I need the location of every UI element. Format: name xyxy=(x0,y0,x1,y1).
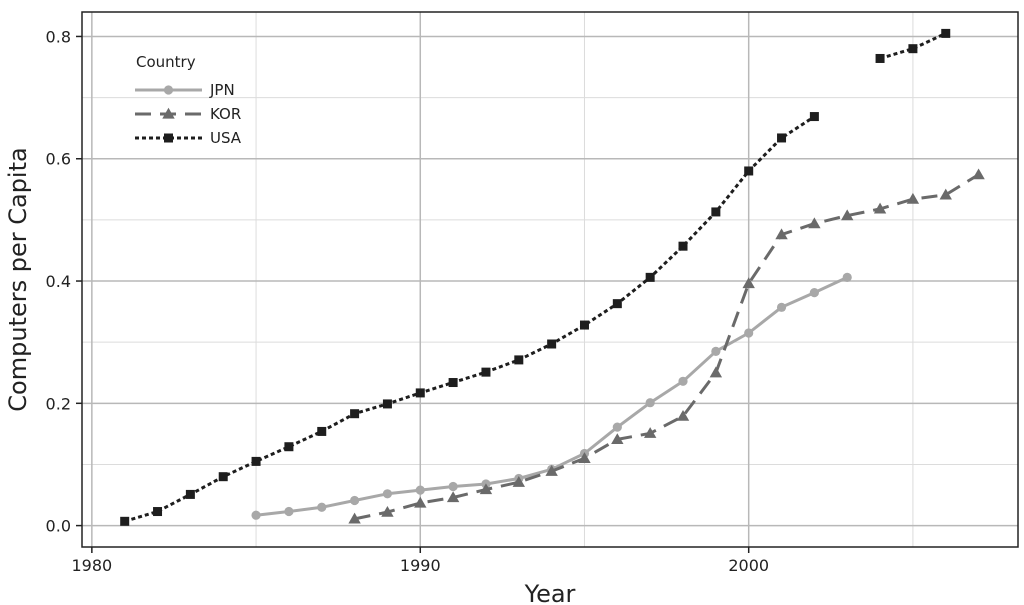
data-point-kor xyxy=(742,277,755,289)
data-point-usa xyxy=(284,442,294,452)
axes: 1980 1990 2000 0.0 0.2 0.4 0.6 0.8 xyxy=(46,27,770,575)
data-point-kor xyxy=(873,202,887,214)
y-tick-label: 0.8 xyxy=(46,27,71,46)
data-point-kor xyxy=(972,168,985,180)
data-point-kor xyxy=(578,452,591,463)
data-point-kor xyxy=(414,496,427,508)
data-point-usa xyxy=(218,472,228,482)
data-point-usa xyxy=(415,388,425,398)
data-point-jpn xyxy=(678,376,688,386)
legend-marker-usa xyxy=(164,133,173,143)
data-point-usa xyxy=(120,516,130,526)
legend-item-jpn: JPN xyxy=(135,81,235,99)
data-point-jpn xyxy=(415,485,425,495)
y-tick-label: 0.0 xyxy=(46,517,71,536)
series-line-jpn xyxy=(255,276,848,517)
legend-item-usa: USA xyxy=(135,129,242,147)
data-point-usa xyxy=(448,378,458,388)
legend-label-kor: KOR xyxy=(210,105,241,123)
legend-label-usa: USA xyxy=(210,129,242,147)
data-point-kor xyxy=(709,366,723,378)
data-point-kor xyxy=(906,192,920,204)
data-point-jpn xyxy=(317,502,327,512)
data-point-jpn xyxy=(711,346,721,356)
data-point-usa xyxy=(317,426,327,436)
data-point-usa xyxy=(809,112,819,122)
x-tick-label: 1980 xyxy=(71,556,112,575)
legend: Country JPN KOR USA xyxy=(135,53,242,147)
data-point-jpn xyxy=(776,302,787,312)
data-point-jpn xyxy=(612,422,622,432)
series-line-kor xyxy=(354,173,980,521)
legend-marker-jpn xyxy=(163,85,174,95)
data-point-usa xyxy=(744,166,754,176)
data-point-usa xyxy=(777,133,787,143)
data-point-kor xyxy=(939,188,952,200)
data-point-usa xyxy=(875,53,885,63)
data-point-jpn xyxy=(284,506,294,517)
legend-label-jpn: JPN xyxy=(209,81,235,99)
data-point-usa xyxy=(185,489,195,499)
data-point-kor xyxy=(479,483,493,495)
series-line-usa xyxy=(124,115,816,523)
data-point-kor xyxy=(446,491,460,503)
data-point-usa xyxy=(645,272,655,282)
series-line-usa xyxy=(879,32,947,60)
data-point-jpn xyxy=(809,288,819,298)
legend-title: Country xyxy=(136,53,196,71)
data-point-kor xyxy=(512,475,525,487)
series-jpn xyxy=(251,272,852,520)
data-point-usa xyxy=(579,320,589,330)
series-kor xyxy=(348,168,985,524)
data-point-jpn xyxy=(448,481,458,492)
data-point-usa xyxy=(678,241,688,251)
data-point-jpn xyxy=(251,510,261,520)
data-point-jpn xyxy=(349,495,360,506)
data-point-jpn xyxy=(645,398,655,408)
y-tick-label: 0.4 xyxy=(46,272,71,291)
data-point-kor xyxy=(775,228,788,240)
x-tick-label: 2000 xyxy=(728,556,769,575)
data-point-kor xyxy=(348,512,361,524)
y-tick-label: 0.6 xyxy=(46,150,71,169)
data-point-usa xyxy=(481,367,491,377)
data-point-usa xyxy=(382,399,392,409)
y-axis-title: Computers per Capita xyxy=(4,147,32,411)
x-axis-title: Year xyxy=(524,580,576,605)
data-point-usa xyxy=(547,339,557,349)
data-point-usa xyxy=(514,355,524,365)
data-point-kor xyxy=(545,464,558,476)
data-point-jpn xyxy=(744,328,754,338)
data-point-usa xyxy=(251,456,261,466)
data-point-usa xyxy=(711,207,721,217)
legend-item-kor: KOR xyxy=(135,105,241,123)
data-point-usa xyxy=(908,44,918,54)
data-point-usa xyxy=(350,409,360,419)
data-point-kor xyxy=(808,217,821,229)
x-tick-label: 1990 xyxy=(400,556,441,575)
data-point-kor xyxy=(611,433,624,445)
data-point-kor xyxy=(643,427,657,438)
data-point-usa xyxy=(941,28,951,38)
series-usa xyxy=(120,28,951,526)
legend-marker-kor xyxy=(162,107,175,119)
data-point-kor xyxy=(676,409,690,421)
data-point-usa xyxy=(153,507,163,517)
data-point-jpn xyxy=(842,272,852,282)
series-layer xyxy=(120,28,985,526)
data-point-kor xyxy=(381,505,394,517)
data-point-usa xyxy=(612,299,622,309)
y-tick-label: 0.2 xyxy=(46,394,71,413)
data-point-kor xyxy=(841,209,854,221)
data-point-jpn xyxy=(382,489,393,499)
plot-frame xyxy=(81,11,1019,548)
